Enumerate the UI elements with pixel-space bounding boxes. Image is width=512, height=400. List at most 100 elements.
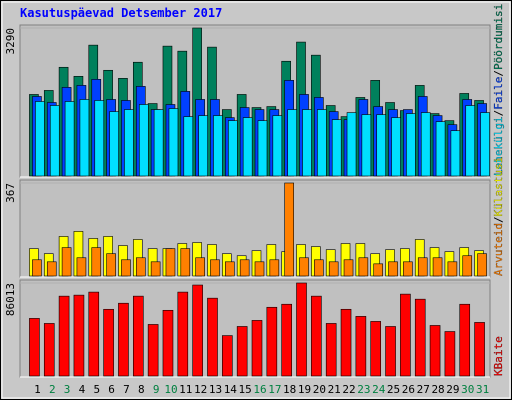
x-tick-label: 25 [387,383,400,396]
bar [302,109,312,177]
bar [284,182,294,277]
bar [135,257,146,277]
legend: Arvuteid/Külastusi [492,157,505,276]
bar [49,105,60,177]
x-tick-label: 6 [108,383,115,396]
bar [132,295,144,377]
legend-label: Faile [492,77,505,110]
bar [355,316,367,377]
legend: KBaite [492,336,505,376]
x-tick-label: 30 [461,383,474,396]
bar [462,255,473,277]
bar [346,112,357,177]
x-tick-label: 28 [431,383,444,396]
bar [150,261,161,277]
bar [79,99,90,177]
x-tick-label: 10 [164,383,177,396]
bar [400,293,411,377]
x-tick-label: 31 [476,383,489,396]
legend-label: KBaite [492,336,505,376]
legend-separator: / [492,216,505,223]
x-tick-label: 24 [372,383,386,396]
x-tick-label: 9 [153,383,160,396]
bar [480,112,490,177]
bar [35,101,45,177]
x-tick-label: 19 [298,383,311,396]
bar [198,115,208,177]
legend-label: Lehekülgi [492,116,505,176]
legend-label: Külastusi [492,157,505,217]
bar [257,120,268,177]
x-tick-label: 26 [402,383,415,396]
x-tick-label: 22 [342,383,355,396]
bar [465,105,476,177]
bar [177,291,189,377]
bar [46,261,57,277]
x-tick-label: 12 [194,383,207,396]
x-tick-label: 16 [253,383,266,396]
bar [165,248,176,277]
bar [325,323,337,377]
bar [228,120,238,177]
x-tick-label: 17 [268,383,281,396]
bar [317,109,327,177]
bar [474,322,485,377]
bar [64,101,75,177]
x-tick-label: 29 [446,383,459,396]
x-tick-label: 4 [79,383,86,396]
bar [106,253,116,277]
bar [109,111,119,177]
y-tick-label: 3290 [4,28,17,55]
bar [417,257,428,277]
bar [239,259,250,277]
bar [450,130,461,177]
bar [403,261,413,277]
x-tick-label: 13 [209,383,222,396]
x-tick-label: 2 [49,383,56,396]
bar [391,117,401,177]
bar [287,109,297,177]
bar [269,259,280,277]
bar [314,259,324,277]
bar [373,263,384,277]
x-tick-label: 21 [328,383,341,396]
bar [183,116,194,177]
y-tick-label: 367 [4,183,17,203]
bar [73,294,85,377]
x-tick-label: 20 [313,383,326,396]
y-tick-label: 86013 [4,283,17,316]
bar [138,104,149,177]
bar [331,119,342,177]
bar [225,261,235,277]
x-tick-label: 14 [224,383,238,396]
x-tick-label: 1 [34,383,41,396]
bar [376,114,387,177]
bar [299,257,309,277]
bar [447,261,458,277]
bar [414,298,426,377]
bar [254,261,265,277]
bar [153,109,164,177]
x-tick-label: 8 [138,383,145,396]
bar [420,112,431,177]
bar [76,257,87,277]
x-tick-label: 5 [93,383,100,396]
bar [385,326,396,377]
bar [343,259,354,277]
bar [32,259,42,277]
x-tick-label: 7 [123,383,130,396]
bar [272,115,283,177]
bar [210,259,220,277]
bar [103,308,114,377]
bar [147,324,159,377]
bar [266,306,278,377]
bar [162,309,174,377]
bar [195,257,205,277]
bar [251,320,263,377]
bar [242,117,253,177]
legend: Lehekülgi/Faile/Pöördumisi [492,4,505,176]
bar [311,295,322,377]
bar [213,115,223,177]
bar [358,257,369,277]
